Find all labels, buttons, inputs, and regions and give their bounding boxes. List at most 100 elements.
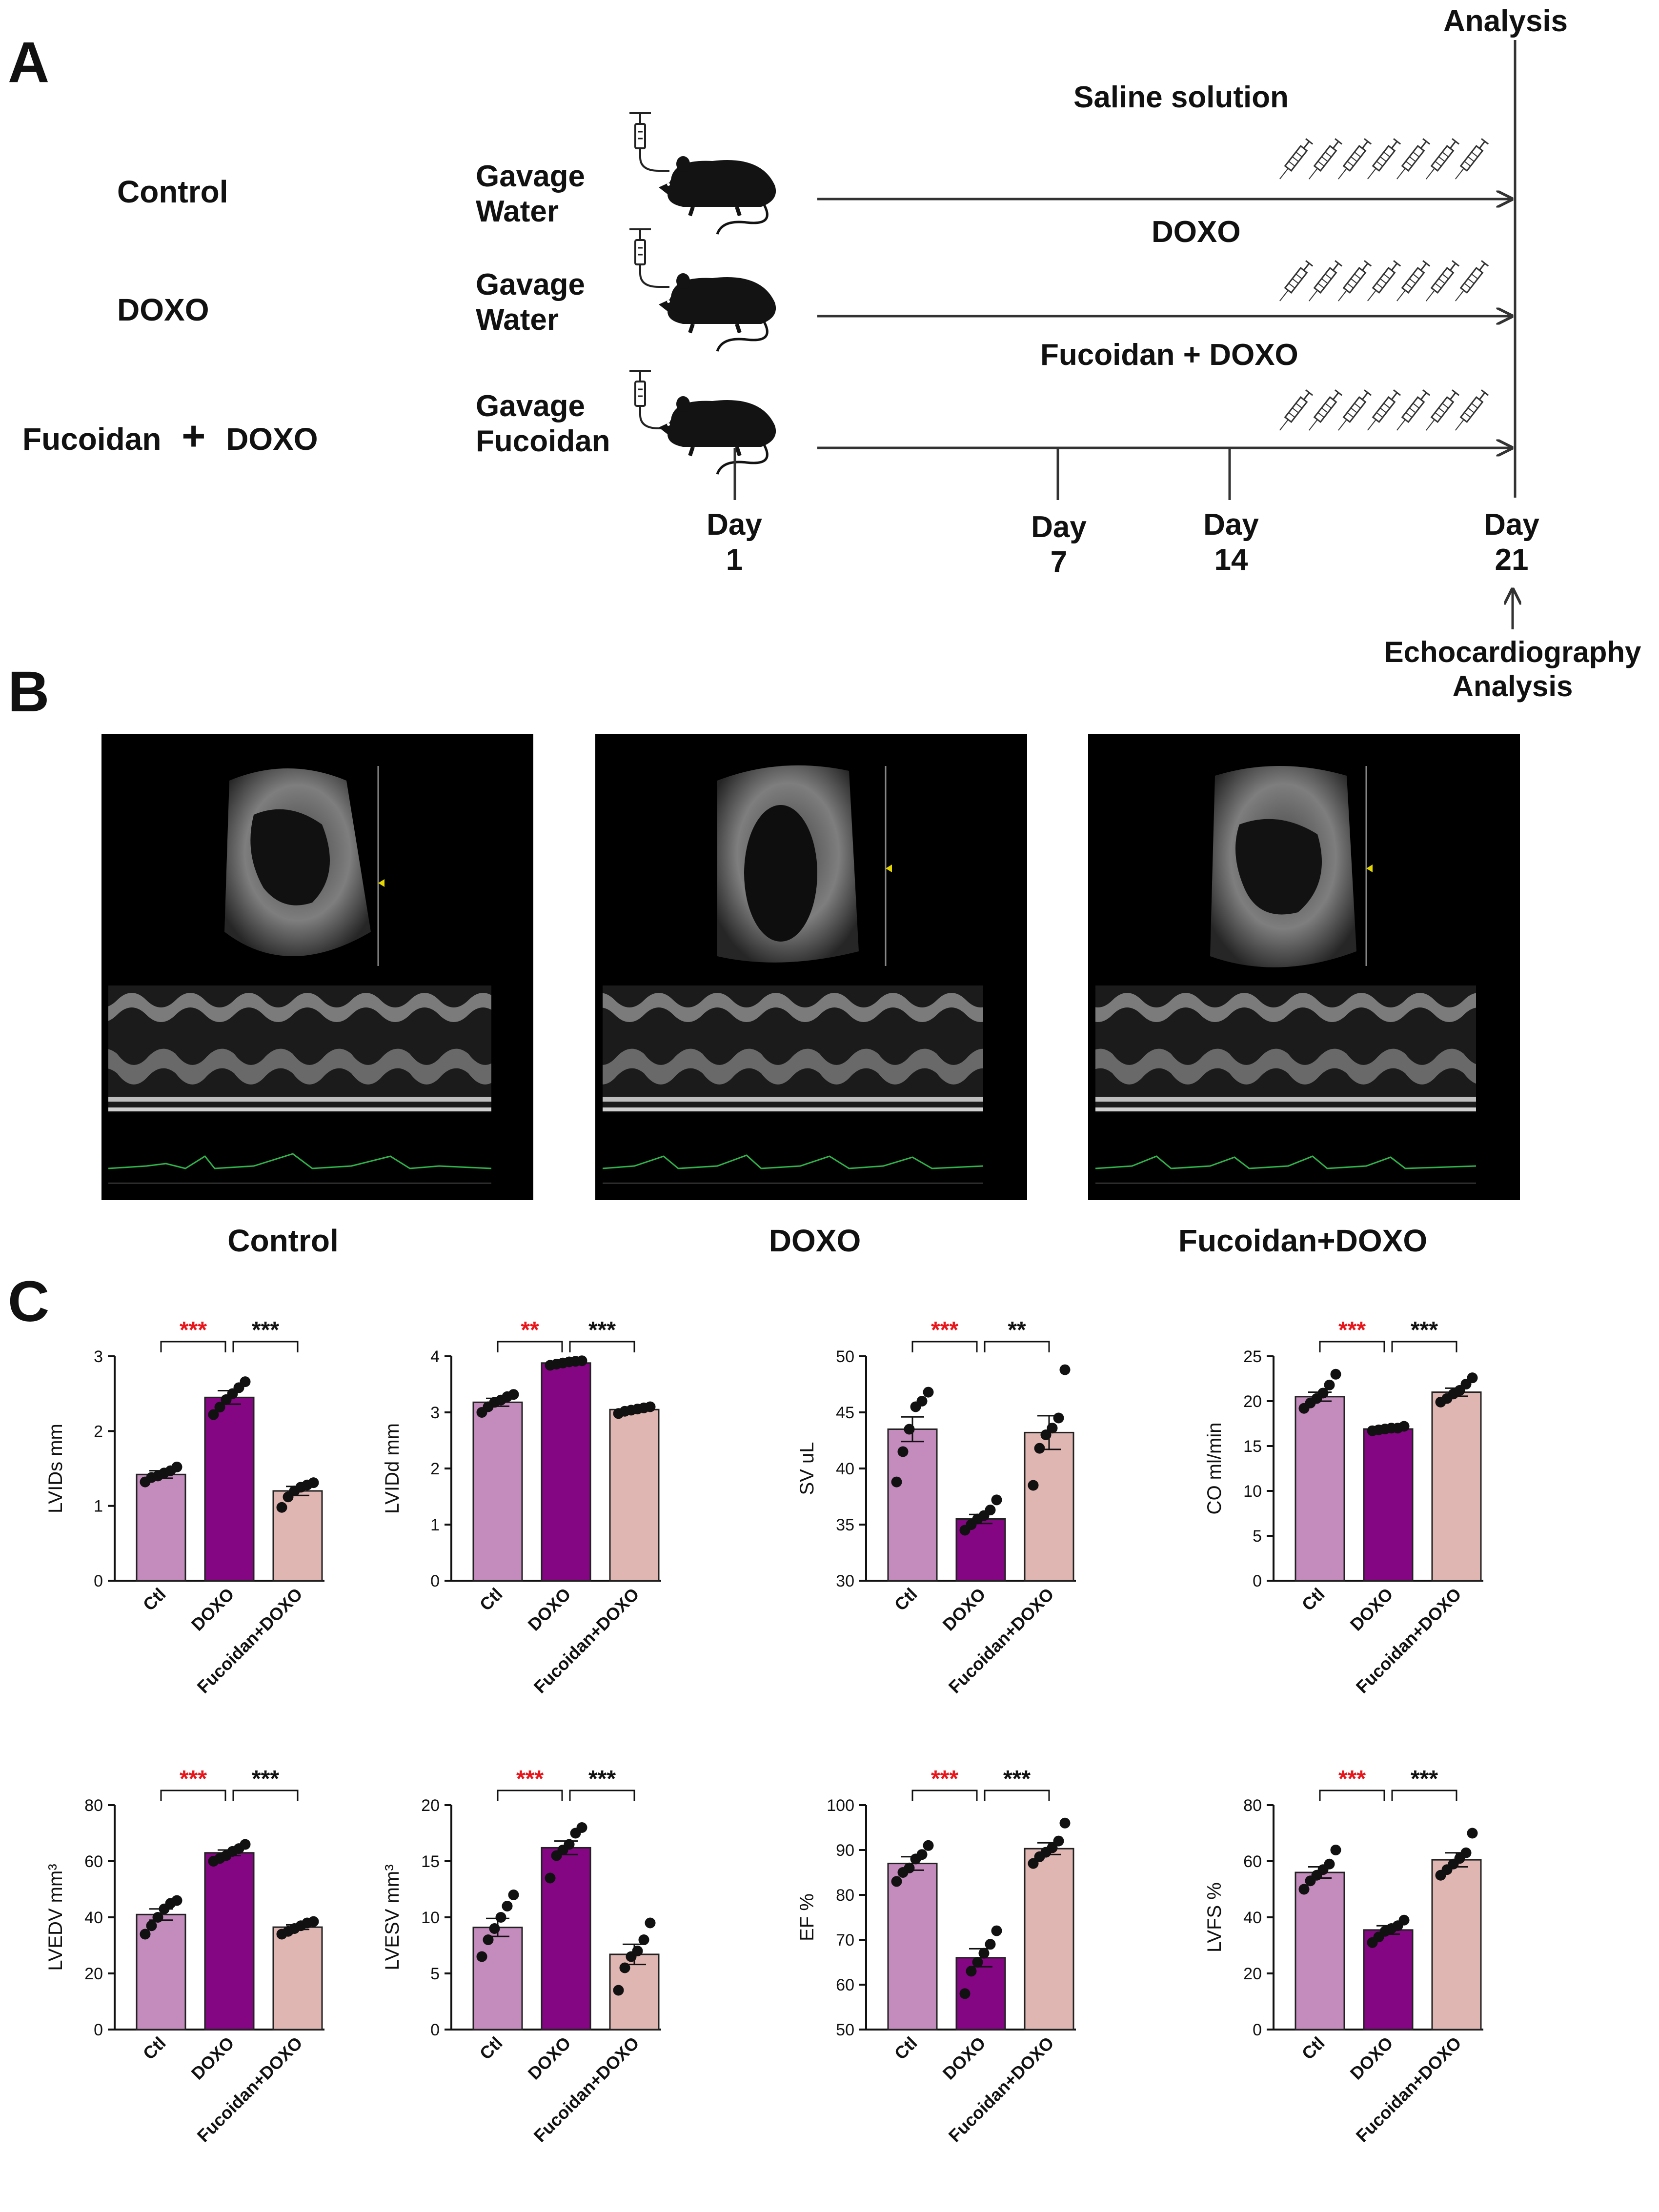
echo-caption-fucoidan-doxo: Fucoidan+DOXO (1178, 1223, 1428, 1258)
chart-7-point (1330, 1845, 1341, 1855)
chart-6-bar-2 (1024, 1848, 1074, 2031)
day-1-num: 1 (726, 543, 743, 577)
chart-6-xtick-label-0: Ctl (890, 2033, 921, 2064)
chart-4-ytick-label: 40 (84, 1909, 103, 1927)
chart-4-sig-bracket-0 (160, 1790, 226, 1801)
group-label-doxo-2: DOXO (226, 422, 318, 457)
chart-2-point (1028, 1480, 1039, 1491)
chart-7-xtick-label-1: DOXO (1346, 2033, 1397, 2084)
chart-5-ytick-label: 20 (421, 1796, 440, 1815)
chart-6-point (923, 1840, 934, 1851)
chart-1-sig-label-1: *** (588, 1317, 616, 1343)
chart-1-sig-bracket-0 (497, 1341, 563, 1352)
chart-5-ytick-label: 10 (421, 1909, 440, 1927)
chart-6-ytick-label: 90 (836, 1841, 854, 1860)
chart-7-sig-label-0: *** (1338, 1766, 1366, 1792)
chart-3-point (1317, 1388, 1329, 1399)
chart-7-point (1324, 1858, 1335, 1870)
chart-0-xtick-label-1: DOXO (187, 1584, 238, 1635)
chart-0-ytick-label: 1 (94, 1497, 103, 1516)
schematic-graphics (628, 40, 1659, 629)
chart-4-ytick-label: 60 (84, 1852, 103, 1871)
chart-4-sig-label-1: *** (252, 1766, 279, 1792)
chart-5-sig-bracket-1 (569, 1790, 635, 1801)
chart-1-bar-2 (609, 1408, 660, 1582)
chart-3-ytick-label: 5 (1253, 1527, 1262, 1546)
chart-5-point (483, 1934, 494, 1945)
mouse-icon-3 (659, 396, 776, 474)
gavage-1-line2: Water (476, 195, 559, 228)
timeline-label-saline: Saline solution (1073, 80, 1289, 114)
day-21-num: 21 (1495, 543, 1529, 577)
chart-7-ytick-label: 20 (1243, 1965, 1262, 1983)
chart-0-bar-0 (136, 1473, 186, 1582)
group-label-fucoidan-doxo: Fucoidan + DOXO (22, 412, 318, 460)
chart-4-point (308, 1916, 319, 1927)
day-1-word: Day (707, 508, 762, 542)
chart-6-sig-label-0: *** (931, 1766, 958, 1792)
panel-label-a: A (8, 30, 50, 95)
chart-5-point (495, 1912, 506, 1923)
chart-5-point (476, 1951, 487, 1962)
day-label-7: Day 7 (1010, 510, 1108, 580)
chart-7-point (1460, 1847, 1472, 1858)
echo-image-fucoidan-doxo (1088, 734, 1520, 1200)
chart-2-ytick-label: 35 (836, 1516, 854, 1534)
chart-5-xtick-label-0: Ctl (476, 2033, 506, 2064)
timeline-label-fucoidan-doxo: Fucoidan + DOXO (1040, 338, 1298, 372)
panel-label-b: B (8, 660, 50, 724)
chart-7-ytick-label: 0 (1253, 2021, 1262, 2039)
chart-3-ytick-label: 10 (1243, 1482, 1262, 1501)
chart-2-point (991, 1494, 1002, 1506)
chart-0-sig-label-1: *** (252, 1317, 279, 1343)
chart-0-point (171, 1461, 182, 1472)
chart-0-point (240, 1376, 251, 1388)
timeline-label-doxo: DOXO (1152, 215, 1241, 249)
chart-4-point (240, 1839, 251, 1850)
chart-7-ytick-label: 60 (1243, 1852, 1262, 1871)
chart-7-ytick-label: 80 (1243, 1796, 1262, 1815)
chart-0-point (276, 1502, 287, 1513)
chart-7-sig-label-1: *** (1411, 1766, 1438, 1792)
chart-6-ytick-label: 70 (836, 1931, 854, 1950)
chart-5-point (502, 1901, 513, 1911)
chart-1-xtick-label-0: Ctl (476, 1584, 506, 1615)
chart-5-ylabel: LVESV mm³ (382, 1864, 403, 1970)
chart-2-point (923, 1387, 934, 1398)
chart-5-point (638, 1934, 649, 1945)
chart-7-xtick-label-0: Ctl (1298, 2033, 1329, 2064)
gavage-label-1: Gavage Water (476, 159, 585, 229)
chart-7-sig-bracket-1 (1391, 1790, 1457, 1801)
chart-0-sig-label-0: *** (180, 1317, 207, 1343)
group-label-plus: + (182, 413, 206, 459)
chart-2-sig-label-1: ** (1008, 1317, 1026, 1343)
chart-3-bar-1 (1363, 1428, 1414, 1582)
chart-3-xtick-label-1: DOXO (1346, 1584, 1397, 1635)
analysis-label: Analysis (1443, 4, 1568, 38)
chart-1-point (508, 1389, 519, 1400)
chart-2-point (1040, 1429, 1052, 1440)
chart-0-point (308, 1477, 319, 1488)
chart-1-ytick-label: 2 (430, 1460, 440, 1478)
echo-caption-control: Control (227, 1223, 339, 1258)
chart-1-bar-1 (541, 1362, 591, 1582)
chart-5-ytick-label: 0 (430, 2021, 440, 2039)
chart-3-bar-2 (1431, 1391, 1482, 1582)
group-label-doxo: DOXO (117, 292, 209, 327)
day-21-word: Day (1484, 508, 1539, 542)
chart-4-xtick-label-1: DOXO (187, 2033, 238, 2084)
echo-analysis-line1: Echocardiography (1384, 636, 1641, 668)
chart-5-point (489, 1923, 500, 1934)
chart-5-ytick-label: 5 (430, 1965, 440, 1983)
day-label-14: Day 14 (1182, 507, 1280, 578)
chart-1-ytick-label: 3 (430, 1404, 440, 1422)
chart-6-point (891, 1876, 902, 1887)
chart-4-ytick-label: 20 (84, 1965, 103, 1983)
echo-images (101, 734, 1520, 1200)
chart-6-point (1053, 1835, 1064, 1847)
chart-0-ytick-label: 2 (94, 1422, 103, 1441)
